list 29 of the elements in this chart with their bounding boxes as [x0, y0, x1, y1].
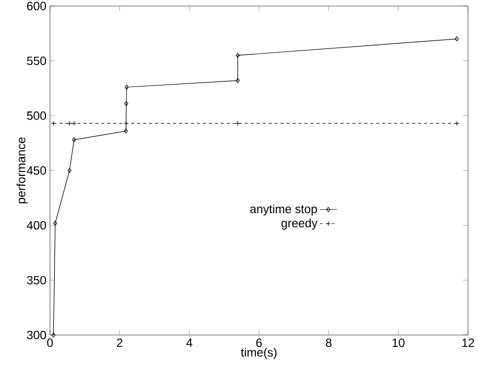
y-tick-label: 550 — [27, 56, 46, 66]
x-axis-title: time(s) — [240, 348, 277, 359]
x-tick-label: 2 — [116, 338, 122, 347]
legend-label: anytime stop — [250, 204, 318, 216]
point — [53, 220, 58, 226]
point — [50, 120, 56, 126]
y-tick-label: 450 — [26, 166, 46, 175]
x-tick-label: 10 — [392, 338, 405, 347]
x-tick-label: 8 — [326, 338, 332, 347]
point — [236, 52, 240, 58]
point — [124, 101, 128, 106]
point — [68, 168, 72, 173]
point — [72, 120, 77, 126]
point — [236, 78, 240, 84]
x-tick-label: 6 — [256, 338, 262, 347]
y-tick-label: 400 — [26, 221, 46, 230]
x-tick-label: 12 — [462, 338, 474, 347]
y-tick-label: 600 — [27, 2, 46, 10]
y-tick-label: 300 — [26, 330, 46, 340]
point — [124, 128, 128, 134]
point — [67, 120, 72, 126]
x-tick-label: 0 — [47, 338, 53, 347]
y-axis-title: performance — [16, 137, 28, 204]
x-tick-label: 4 — [186, 338, 192, 347]
legend-label: greedy — [281, 218, 318, 230]
y-tick-label: 350 — [26, 276, 46, 284]
point — [124, 84, 129, 90]
point — [72, 137, 76, 142]
y-tick-label: 500 — [27, 111, 46, 120]
